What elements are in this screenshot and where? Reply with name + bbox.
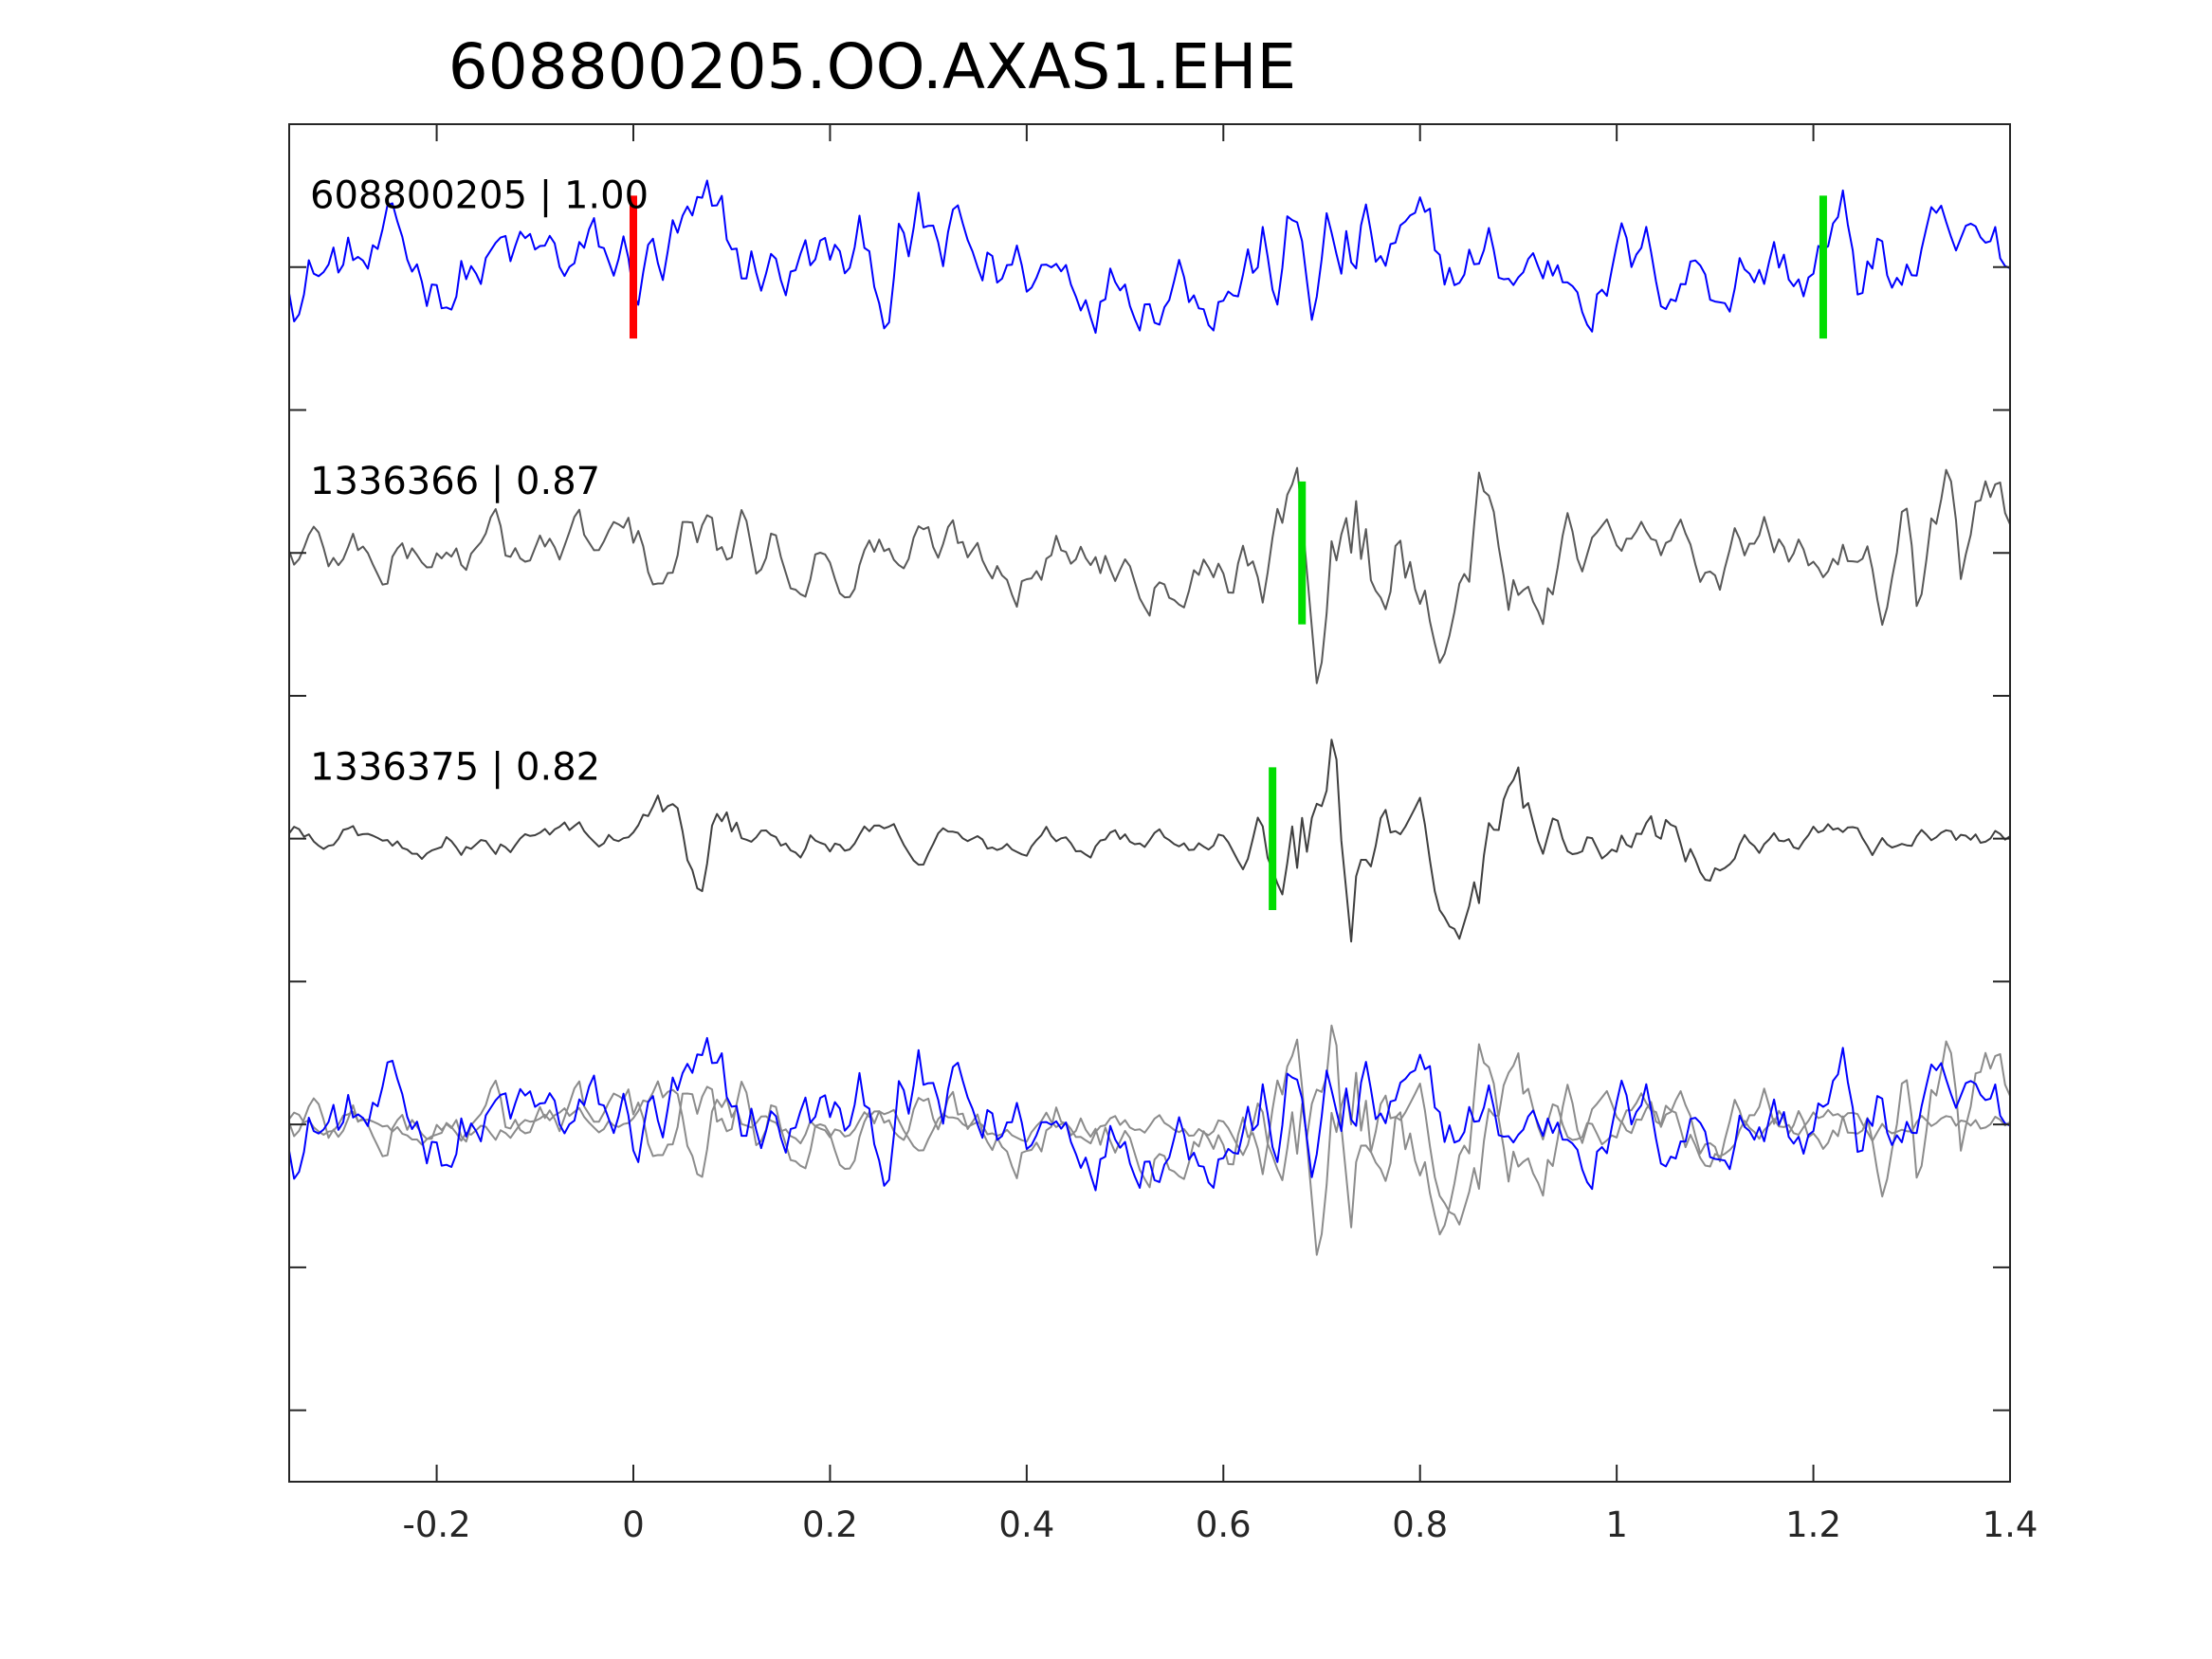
overlay-trace-2 [288, 1038, 2011, 1256]
x-tick-label: 0.8 [1392, 1504, 1448, 1545]
x-tick-label: 1.4 [1983, 1504, 2038, 1545]
trace-3-line [288, 738, 2011, 943]
x-tick-label: 0.6 [1196, 1504, 1252, 1545]
trace-2-label: 1336366 | 0.87 [310, 460, 600, 503]
x-tick-label: 1 [1605, 1504, 1628, 1545]
x-tick-label: 0 [622, 1504, 645, 1545]
trace-labels-layer: 608800205 | 1.00 1336366 | 0.87 1336375 | … [310, 173, 649, 789]
trace-1-label: 608800205 | 1.00 [310, 173, 649, 217]
traces-layer [288, 179, 2011, 1256]
trace-3-label: 1336375 | 0.82 [310, 745, 600, 789]
chart-title: 608800205.OO.AXAS1.EHE [448, 30, 1297, 103]
x-tick-label: -0.2 [402, 1504, 470, 1545]
markers-layer [630, 195, 1827, 911]
x-tick-label: 0.2 [802, 1504, 858, 1545]
plot-area: 608800205 | 1.00 1336366 | 0.87 1336375 | … [288, 123, 2038, 1545]
trace-2-line [288, 466, 2011, 684]
ticks-layer [289, 123, 2011, 1482]
axes-box [288, 123, 2011, 1483]
overlay-trace-1 [288, 1036, 2011, 1192]
trace-1-line [288, 179, 2011, 335]
x-tick-label: 1.2 [1785, 1504, 1841, 1545]
x-tick-label: 0.4 [998, 1504, 1054, 1545]
x-tick-labels: -0.2 0 0.2 0.4 0.6 0.8 1 1.2 1.4 [402, 1504, 2038, 1545]
